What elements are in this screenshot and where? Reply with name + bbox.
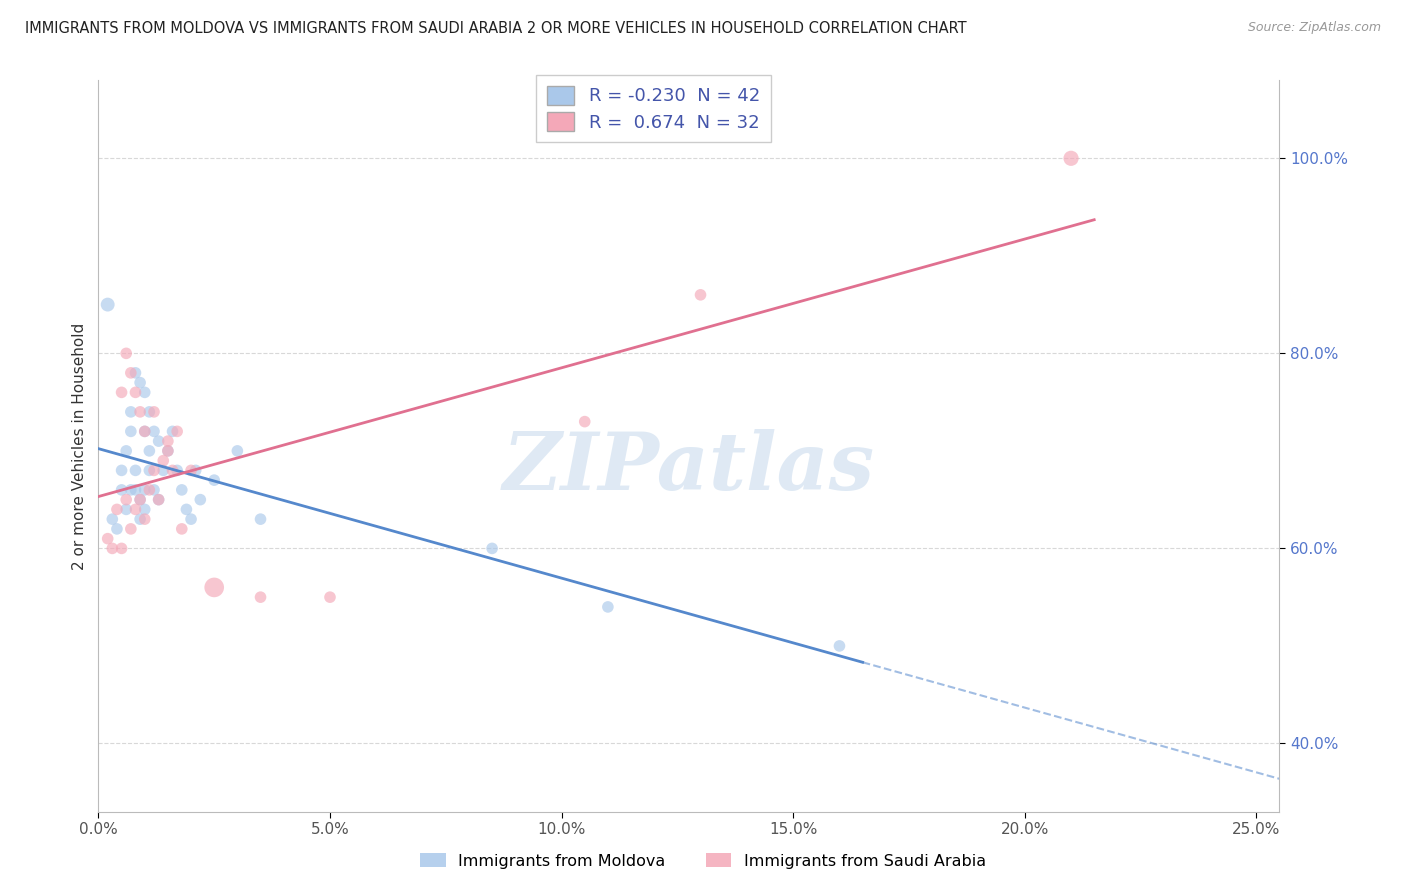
Point (166, 463, 188, 477)
Point (110, 463, 132, 477)
Point (138, 405, 160, 419)
Point (105, 522, 128, 536)
Point (115, 492, 138, 507)
Point (120, 522, 142, 536)
Point (1060, 151, 1083, 165)
Point (129, 492, 152, 507)
Point (143, 405, 166, 419)
Point (481, 541, 503, 556)
Point (101, 512, 124, 526)
Point (828, 639, 851, 653)
Point (129, 376, 152, 390)
Point (124, 502, 146, 516)
Point (138, 483, 160, 497)
Point (134, 425, 156, 439)
Legend: Immigrants from Moldova, Immigrants from Saudi Arabia: Immigrants from Moldova, Immigrants from… (413, 847, 993, 875)
Point (152, 463, 174, 477)
Point (143, 483, 166, 497)
Point (226, 443, 249, 458)
Point (115, 443, 138, 458)
Point (101, 541, 124, 556)
Point (202, 581, 225, 595)
Point (176, 502, 198, 516)
Point (202, 473, 225, 487)
Text: IMMIGRANTS FROM MOLDOVA VS IMMIGRANTS FROM SAUDI ARABIA 2 OR MORE VEHICLES IN HO: IMMIGRANTS FROM MOLDOVA VS IMMIGRANTS FR… (25, 21, 967, 36)
Point (188, 492, 211, 507)
Point (170, 522, 193, 536)
Y-axis label: 2 or more Vehicles in Household: 2 or more Vehicles in Household (72, 322, 87, 570)
Point (180, 463, 202, 477)
Point (129, 405, 152, 419)
Point (156, 434, 179, 449)
Point (124, 366, 146, 380)
Point (143, 463, 166, 477)
Point (110, 385, 132, 400)
Point (180, 512, 202, 526)
Point (134, 512, 156, 526)
Text: ZIPatlas: ZIPatlas (503, 429, 875, 507)
Point (152, 453, 174, 467)
Point (134, 425, 156, 439)
Point (148, 492, 170, 507)
Point (156, 443, 179, 458)
Point (97, 297, 120, 311)
Point (156, 443, 179, 458)
Point (124, 483, 146, 497)
Point (120, 366, 142, 380)
Point (319, 590, 342, 604)
Point (134, 483, 156, 497)
Point (124, 385, 146, 400)
Point (105, 502, 128, 516)
Point (574, 415, 596, 429)
Point (249, 512, 271, 526)
Point (110, 541, 132, 556)
Point (124, 463, 146, 477)
Point (249, 590, 271, 604)
Point (115, 346, 138, 360)
Text: Source: ZipAtlas.com: Source: ZipAtlas.com (1247, 21, 1381, 34)
Point (134, 502, 156, 516)
Point (110, 483, 132, 497)
Point (170, 483, 193, 497)
Point (129, 492, 152, 507)
Point (138, 443, 160, 458)
Point (143, 425, 166, 439)
Point (120, 425, 142, 439)
Point (596, 599, 619, 614)
Point (115, 502, 138, 516)
Point (689, 288, 711, 302)
Point (120, 405, 142, 419)
Point (129, 512, 152, 526)
Point (184, 463, 207, 477)
Point (134, 385, 156, 400)
Point (138, 463, 160, 477)
Point (148, 492, 170, 507)
Point (120, 483, 142, 497)
Point (162, 463, 184, 477)
Point (148, 434, 170, 449)
Point (166, 425, 188, 439)
Legend: R = -0.230  N = 42, R =  0.674  N = 32: R = -0.230 N = 42, R = 0.674 N = 32 (536, 75, 770, 143)
Point (97, 532, 120, 546)
Point (162, 425, 184, 439)
